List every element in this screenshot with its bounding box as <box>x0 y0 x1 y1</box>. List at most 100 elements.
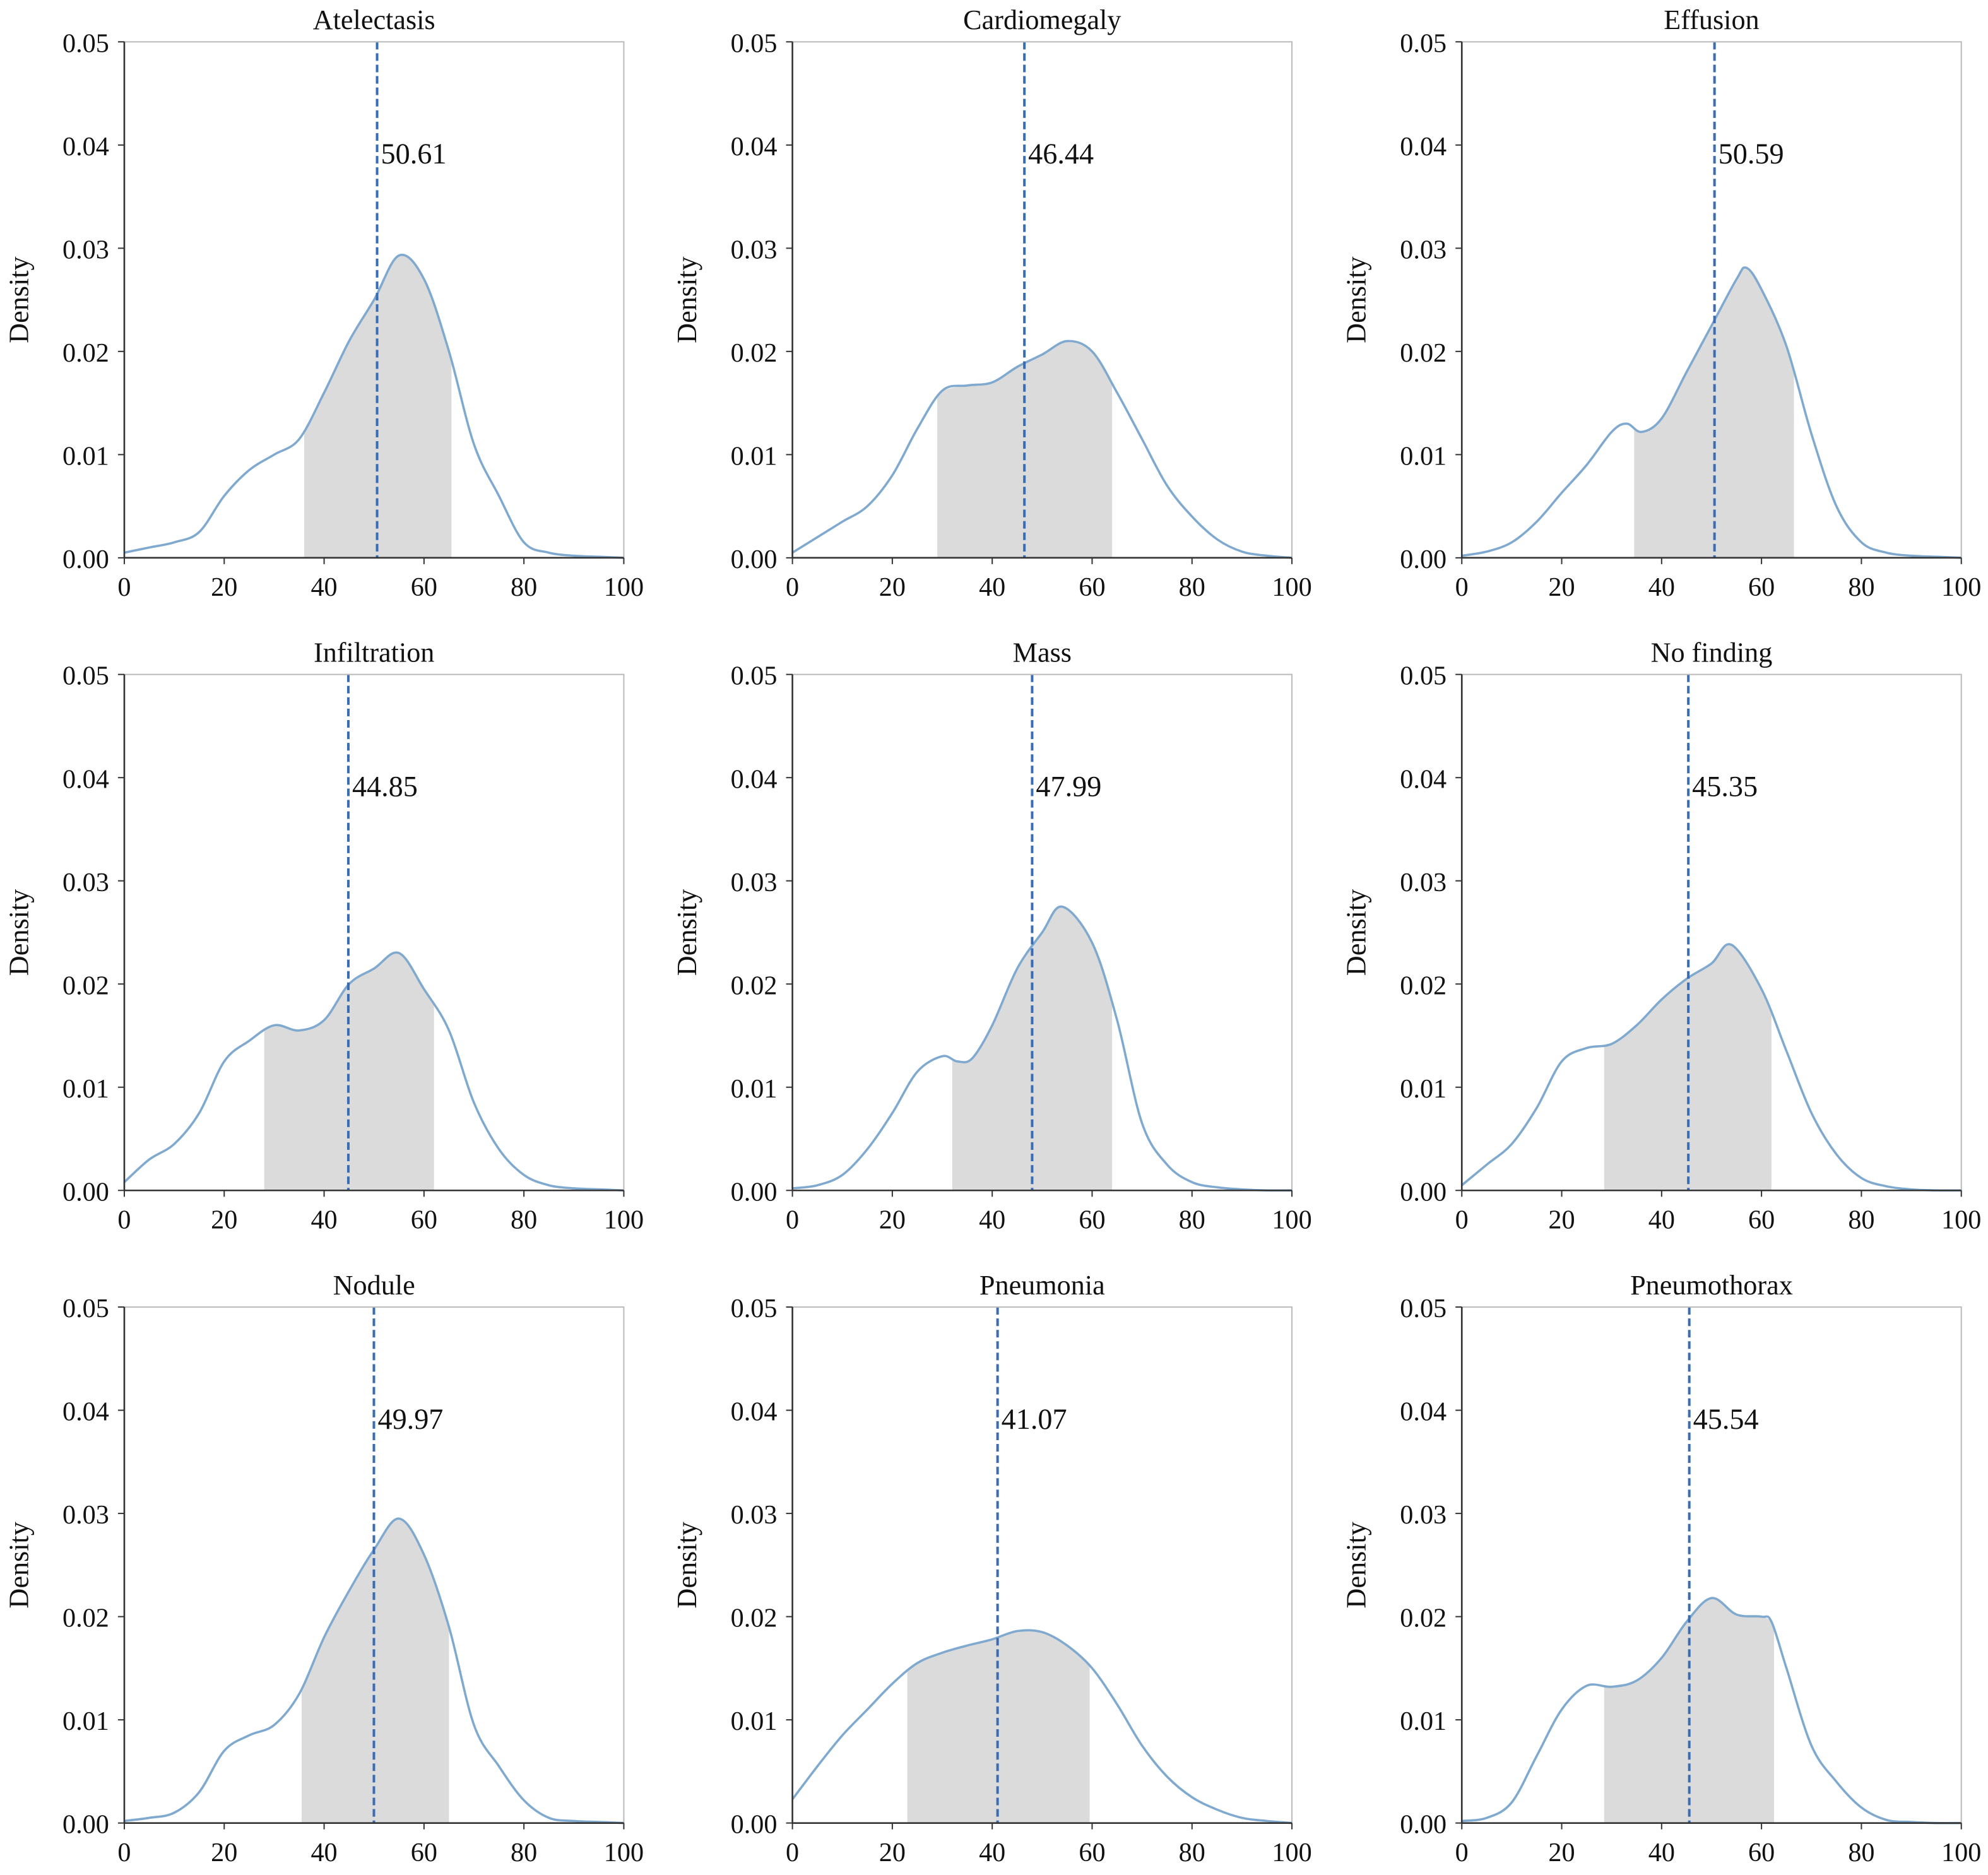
subplot-title: Mass <box>1013 637 1072 668</box>
x-tick-label: 100 <box>1272 1838 1311 1867</box>
x-tick-label: 40 <box>311 1205 337 1235</box>
shaded-interval <box>264 952 434 1191</box>
y-tick-label: 0.04 <box>62 764 109 794</box>
density-curve <box>123 951 624 1192</box>
y-tick-label: 0.02 <box>1400 971 1447 1000</box>
x-tick-label: 60 <box>411 572 437 602</box>
y-tick-label: 0.01 <box>731 441 778 471</box>
subplot-pneumothorax: 45.54 0 20 40 60 80 100 0.00 0.01 0.02 0.03 0.04 0.0… <box>1341 1270 1982 1867</box>
mean-label: 41.07 <box>1002 1403 1067 1435</box>
x-tick-label: 100 <box>1941 1205 1981 1235</box>
y-tick-label: 0.04 <box>731 1397 778 1427</box>
mean-label: 45.35 <box>1692 771 1758 803</box>
y-axis-label: Density <box>3 889 34 976</box>
x-tick-label: 80 <box>1848 1205 1874 1235</box>
x-tick-label: 40 <box>1648 1838 1675 1867</box>
subplot-title: Atelectasis <box>313 4 435 35</box>
x-tick-label: 60 <box>1079 572 1105 602</box>
y-tick-label: 0.00 <box>731 1810 778 1840</box>
x-tick-label: 20 <box>211 1838 237 1867</box>
y-tick-label: 0.04 <box>62 1397 109 1427</box>
x-tick-label: 80 <box>511 572 537 602</box>
y-tick-label: 0.03 <box>1400 235 1447 264</box>
x-tick-label: 20 <box>211 1205 237 1235</box>
y-tick-label: 0.02 <box>62 971 109 1000</box>
x-tick-label: 80 <box>1848 572 1874 602</box>
y-axis-label: Density <box>3 256 34 343</box>
subplot-title: Pneumothorax <box>1630 1270 1793 1301</box>
x-tick-label: 80 <box>1179 1838 1205 1867</box>
y-tick-label: 0.02 <box>62 338 109 368</box>
y-tick-label: 0.01 <box>62 441 109 471</box>
y-tick-label: 0.04 <box>731 764 778 794</box>
subplot-cardiomegaly: 46.44 0 20 40 60 80 100 0.00 0.01 0.02 0.03 0.04 0.0… <box>672 4 1312 602</box>
x-tick-label: 20 <box>879 572 906 602</box>
subplot-nodule: 49.97 0 20 40 60 80 100 0.00 0.01 0.02 0.03 0.04 0.0… <box>3 1270 644 1867</box>
y-tick-label: 0.05 <box>62 28 109 58</box>
subplot-no-finding: 45.35 0 20 40 60 80 100 0.00 0.01 0.02 0.03 0.04 0.0… <box>1341 637 1982 1235</box>
shaded-interval <box>952 906 1113 1191</box>
y-tick-label: 0.02 <box>62 1604 109 1633</box>
y-tick-label: 0.03 <box>62 1500 109 1530</box>
y-tick-label: 0.00 <box>731 545 778 574</box>
density-curve <box>124 1517 624 1825</box>
x-tick-label: 40 <box>1648 572 1675 602</box>
y-tick-label: 0.00 <box>62 1177 109 1207</box>
y-tick-label: 0.01 <box>731 1074 778 1104</box>
x-tick-label: 60 <box>1748 1838 1775 1867</box>
shaded-interval <box>907 1630 1090 1823</box>
x-tick-label: 100 <box>1272 572 1311 602</box>
x-tick-label: 100 <box>1272 1205 1311 1235</box>
y-tick-label: 0.05 <box>1400 1294 1447 1323</box>
y-tick-label: 0.04 <box>62 132 109 162</box>
y-axis-label: Density <box>672 889 702 976</box>
density-curve <box>1461 943 1961 1192</box>
x-tick-label: 40 <box>979 572 1005 602</box>
y-tick-label: 0.03 <box>731 1500 778 1530</box>
mean-label: 45.54 <box>1693 1403 1759 1435</box>
shaded-interval <box>304 254 452 558</box>
x-tick-label: 0 <box>117 572 131 602</box>
x-tick-label: 20 <box>879 1205 906 1235</box>
y-tick-label: 0.03 <box>731 868 778 897</box>
x-tick-label: 20 <box>1548 1205 1575 1235</box>
x-tick-label: 60 <box>411 1838 437 1867</box>
x-tick-label: 0 <box>786 572 799 602</box>
x-tick-label: 0 <box>786 1205 799 1235</box>
y-tick-label: 0.05 <box>731 28 778 58</box>
mean-label: 47.99 <box>1036 771 1101 803</box>
mean-label: 44.85 <box>352 771 418 803</box>
y-tick-label: 0.01 <box>1400 1706 1447 1736</box>
y-tick-label: 0.05 <box>1400 661 1447 691</box>
y-tick-label: 0.03 <box>731 235 778 264</box>
x-tick-label: 40 <box>311 572 337 602</box>
y-axis-label: Density <box>3 1522 34 1608</box>
y-tick-label: 0.04 <box>1400 132 1447 162</box>
subplot-title: Infiltration <box>314 637 434 668</box>
y-tick-label: 0.05 <box>62 661 109 691</box>
x-tick-label: 40 <box>1648 1205 1675 1235</box>
y-tick-label: 0.05 <box>731 661 778 691</box>
y-tick-label: 0.01 <box>1400 441 1447 471</box>
x-tick-label: 80 <box>511 1205 537 1235</box>
x-tick-label: 80 <box>1179 572 1205 602</box>
y-tick-label: 0.04 <box>731 132 778 162</box>
y-tick-label: 0.01 <box>1400 1074 1447 1104</box>
y-axis-label: Density <box>672 256 702 343</box>
y-tick-label: 0.03 <box>1400 1500 1447 1530</box>
density-curve <box>1461 266 1961 559</box>
shaded-interval <box>937 341 1113 558</box>
y-tick-label: 0.00 <box>731 1177 778 1207</box>
x-tick-label: 20 <box>1548 1838 1575 1867</box>
x-tick-label: 40 <box>979 1205 1005 1235</box>
y-axis-label: Density <box>1341 256 1372 343</box>
x-tick-label: 20 <box>1548 572 1575 602</box>
density-curve <box>791 340 1293 559</box>
density-curve <box>1462 1597 1961 1825</box>
subplot-mass: 47.99 0 20 40 60 80 100 0.00 0.01 0.02 0.03 0.04 0.0… <box>672 637 1312 1235</box>
density-curve <box>124 253 624 559</box>
y-tick-label: 0.00 <box>1400 1810 1447 1840</box>
density-curve <box>791 1629 1293 1825</box>
y-tick-label: 0.00 <box>1400 545 1447 574</box>
